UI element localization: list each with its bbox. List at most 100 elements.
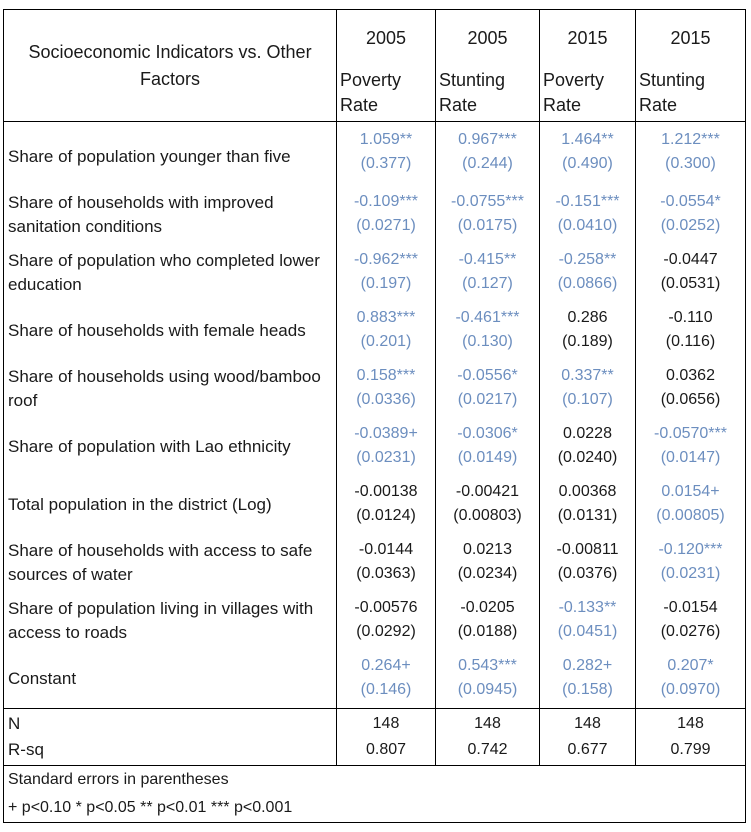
standard-error: (0.0336)	[356, 391, 416, 408]
coefficient-value: 0.282+	[562, 657, 613, 674]
coefficient-value: -0.151***	[555, 193, 620, 210]
standard-error: (0.00803)	[453, 507, 522, 524]
coefficient-cell: -0.0389+ (0.0231)	[336, 418, 436, 476]
standard-error: (0.0175)	[457, 217, 518, 234]
coefficient-value: -0.0154	[663, 599, 718, 616]
coefficient-cell: 0.883*** (0.201)	[336, 302, 436, 360]
coefficient-row: Share of households with access to safe …	[3, 534, 746, 592]
row-label: Constant	[3, 650, 337, 709]
coefficient-value: -0.461***	[455, 309, 520, 326]
coefficient-value: 0.0228	[563, 425, 612, 442]
row-label: Share of households using wood/bamboo ro…	[3, 360, 337, 418]
coefficient-value: -0.0306*	[457, 425, 518, 442]
standard-error: (0.0149)	[457, 449, 518, 466]
stat-value: 0.807	[336, 737, 436, 766]
coefficient-cell: 0.158*** (0.0336)	[336, 360, 436, 418]
coefficient-cell: 0.264+ (0.146)	[336, 650, 436, 709]
row-label: Share of population who completed lower …	[3, 244, 337, 302]
standard-error: (0.0240)	[557, 449, 618, 466]
coefficient-cell: 0.0154+ (0.00805)	[635, 476, 746, 534]
stat-value: 148	[635, 708, 746, 737]
coefficient-cell: -0.109*** (0.0271)	[336, 186, 436, 244]
standard-error: (0.116)	[665, 333, 716, 350]
standard-error: (0.0252)	[660, 217, 721, 234]
coefficient-cell: -0.0755*** (0.0175)	[435, 186, 540, 244]
coefficient-value: -0.0570***	[654, 425, 727, 442]
coefficient-value: -0.415**	[458, 251, 517, 268]
standard-error: (0.0234)	[457, 565, 518, 582]
row-label: Share of households with access to safe …	[3, 534, 337, 592]
coefficient-row: Share of households with improved sanita…	[3, 186, 746, 244]
coefficient-value: 0.00368	[558, 483, 617, 500]
stat-value: 148	[435, 708, 540, 737]
coefficient-row: Total population in the district (Log) -0…	[3, 476, 746, 534]
coefficient-row: Share of households with female heads 0.8…	[3, 302, 746, 360]
coefficient-cell: 0.337** (0.107)	[539, 360, 636, 418]
coefficient-cell: 0.0228 (0.0240)	[539, 418, 636, 476]
row-label: Share of households with female heads	[3, 302, 337, 360]
coefficient-value: 0.337**	[561, 367, 614, 384]
standard-error: (0.0131)	[557, 507, 618, 524]
standard-error: (0.00805)	[656, 507, 725, 524]
coefficient-cell: -0.0447 (0.0531)	[635, 244, 746, 302]
coefficient-value: -0.0554*	[660, 193, 721, 210]
standard-error: (0.0124)	[356, 507, 416, 524]
table-note: Standard errors in parentheses	[3, 765, 746, 794]
coefficient-cell: 1.464** (0.490)	[539, 121, 636, 186]
coefficient-value: 1.464**	[561, 131, 614, 148]
coefficient-value: 0.0213	[463, 541, 512, 558]
coefficient-value: -0.109***	[353, 193, 419, 210]
standard-error: (0.158)	[562, 681, 613, 698]
standard-error: (0.0271)	[356, 217, 416, 234]
coefficient-value: -0.133**	[558, 599, 617, 616]
coefficient-cell: -0.00811 (0.0376)	[539, 534, 636, 592]
standard-error: (0.130)	[462, 333, 513, 350]
coefficient-cell: -0.0570*** (0.0147)	[635, 418, 746, 476]
coefficient-cell: 0.967*** (0.244)	[435, 121, 540, 186]
row-label: Share of households with improved sanita…	[3, 186, 337, 244]
standard-error: (0.189)	[562, 333, 613, 350]
stat-value: 0.799	[635, 737, 746, 766]
standard-error: (0.0231)	[356, 449, 416, 466]
row-label: Share of population living in villages w…	[3, 592, 337, 650]
coefficient-cell: -0.962*** (0.197)	[336, 244, 436, 302]
coefficient-cell: -0.415** (0.127)	[435, 244, 540, 302]
standard-error: (0.0970)	[660, 681, 721, 698]
coefficient-cell: 0.00368 (0.0131)	[539, 476, 636, 534]
coefficient-value: -0.0144	[358, 541, 414, 558]
coefficient-cell: -0.110 (0.116)	[635, 302, 746, 360]
standard-error: (0.0656)	[660, 391, 721, 408]
outcome-header: Stunting Rate	[635, 66, 746, 122]
coefficient-value: 1.212***	[661, 131, 720, 148]
standard-error: (0.300)	[665, 155, 716, 172]
standard-error: (0.377)	[360, 155, 412, 172]
regression-table: Socioeconomic Indicators vs. Other Facto…	[3, 9, 746, 823]
coefficient-cell: -0.0205 (0.0188)	[435, 592, 540, 650]
coefficient-value: -0.0447	[663, 251, 718, 268]
coefficient-row: Constant 0.264+ (0.146) 0.543*** (0.0945) 0.2…	[3, 650, 746, 709]
standard-error: (0.0188)	[457, 623, 518, 640]
stat-label: R-sq	[3, 737, 337, 766]
coefficient-value: -0.00421	[455, 483, 520, 500]
standard-error: (0.0376)	[557, 565, 618, 582]
standard-error: (0.107)	[562, 391, 613, 408]
coefficient-value: -0.0389+	[354, 425, 418, 442]
coefficient-value: 0.264+	[361, 657, 411, 674]
coefficient-value: 0.286	[567, 309, 608, 326]
coefficient-cell: -0.0554* (0.0252)	[635, 186, 746, 244]
coefficient-value: 0.883***	[356, 309, 416, 326]
row-label: Share of population with Lao ethnicity	[3, 418, 337, 476]
coefficient-cell: -0.00421 (0.00803)	[435, 476, 540, 534]
row-label: Total population in the district (Log)	[3, 476, 337, 534]
standard-error: (0.146)	[360, 681, 412, 698]
coefficient-row: Share of population who completed lower …	[3, 244, 746, 302]
coefficient-value: -0.00811	[556, 541, 619, 558]
coefficient-row: Share of households using wood/bamboo ro…	[3, 360, 746, 418]
stat-value: 0.742	[435, 737, 540, 766]
coefficient-cell: -0.133** (0.0451)	[539, 592, 636, 650]
coefficient-cell: 1.212*** (0.300)	[635, 121, 746, 186]
coefficient-cell: 1.059** (0.377)	[336, 121, 436, 186]
coefficient-cell: 0.286 (0.189)	[539, 302, 636, 360]
coefficient-cell: -0.00138 (0.0124)	[336, 476, 436, 534]
coefficient-cell: 0.0213 (0.0234)	[435, 534, 540, 592]
